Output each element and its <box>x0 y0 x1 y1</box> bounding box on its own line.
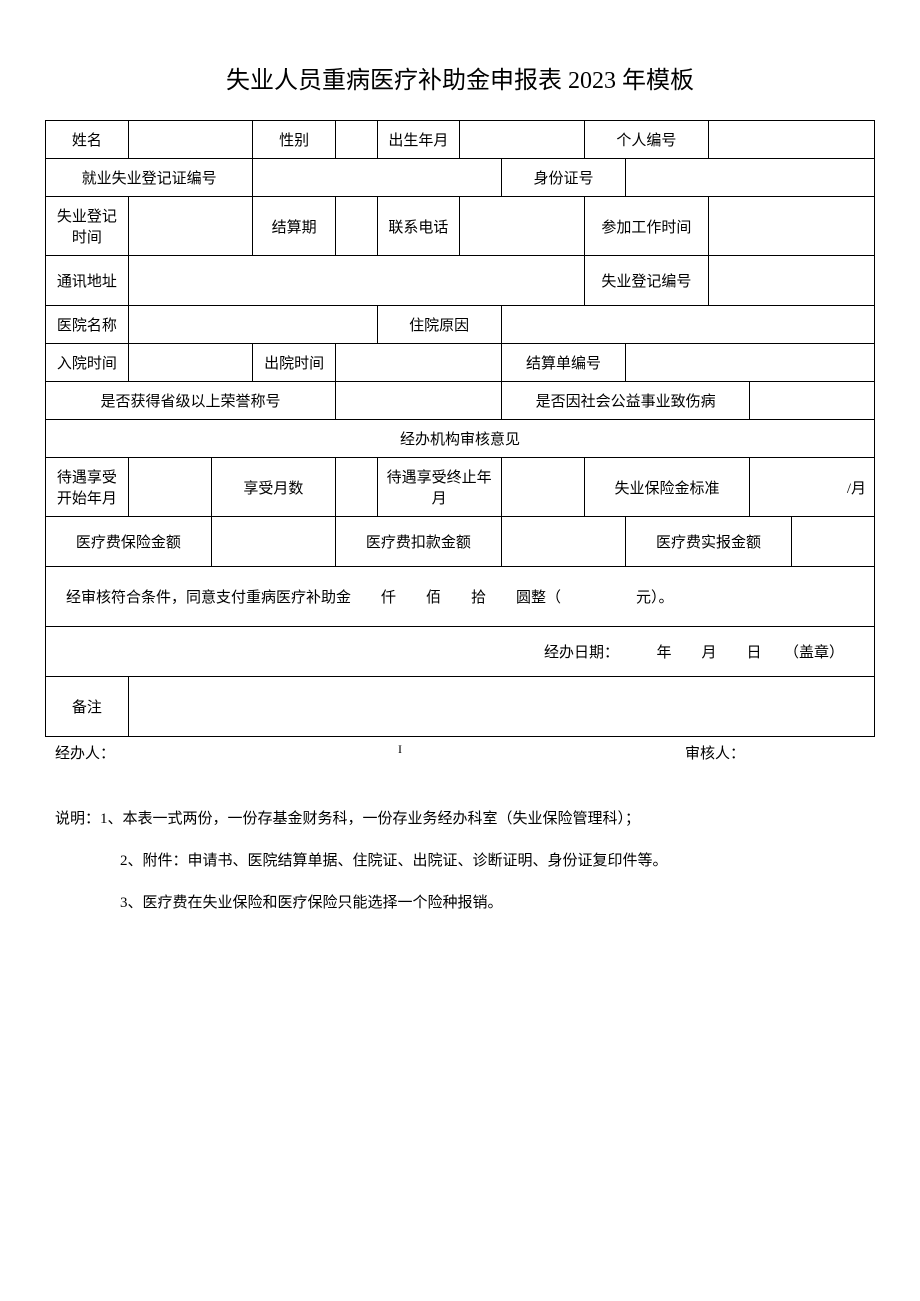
row-admit: 入院时间 出院时间 结算单编号 <box>46 344 875 382</box>
standard-label: 失业保险金标准 <box>584 458 750 517</box>
benefit-start-value[interactable] <box>128 458 211 517</box>
unemp-reg-time-label: 失业登记时间 <box>46 197 129 256</box>
signature-row: 经办人： I 审核人： <box>45 742 875 763</box>
benefit-end-value[interactable] <box>501 458 584 517</box>
row-reg-id: 就业失业登记证编号 身份证号 <box>46 159 875 197</box>
row-basic-info: 姓名 性别 出生年月 个人编号 <box>46 121 875 159</box>
remark-value[interactable] <box>128 677 874 737</box>
discharge-time-label: 出院时间 <box>253 344 336 382</box>
admit-reason-label: 住院原因 <box>377 306 501 344</box>
gender-value[interactable] <box>336 121 377 159</box>
approval-text: 经审核符合条件，同意支付重病医疗补助金 仟 佰 拾 圆整（ 元）。 <box>46 567 875 627</box>
row-address: 通讯地址 失业登记编号 <box>46 256 875 306</box>
page-marker: I <box>398 742 402 763</box>
insurance-amt-value[interactable] <box>211 517 335 567</box>
id-no-value[interactable] <box>626 159 875 197</box>
settle-no-label: 结算单编号 <box>501 344 625 382</box>
settle-no-value[interactable] <box>626 344 875 382</box>
unemp-reg-time-value[interactable] <box>128 197 252 256</box>
note-line-3: 3、医疗费在失业保险和医疗保险只能选择一个险种报销。 <box>55 882 875 924</box>
standard-value[interactable]: /月 <box>750 458 875 517</box>
id-no-label: 身份证号 <box>501 159 625 197</box>
row-hospital: 医院名称 住院原因 <box>46 306 875 344</box>
injury-value[interactable] <box>750 382 875 420</box>
admit-reason-value[interactable] <box>501 306 874 344</box>
row-benefit: 待遇享受开始年月 享受月数 待遇享受终止年月 失业保险金标准 /月 <box>46 458 875 517</box>
note-line-1: 说明：1、本表一式两份，一份存基金财务科，一份存业务经办科室（失业保险管理科）； <box>55 798 875 840</box>
note-line-2: 2、附件：申请书、医院结算单据、住院证、出院证、诊断证明、身份证复印件等。 <box>55 840 875 882</box>
application-form-table: 姓名 性别 出生年月 个人编号 就业失业登记证编号 身份证号 失业登记时间 结算… <box>45 120 875 737</box>
address-value[interactable] <box>128 256 584 306</box>
row-review-header: 经办机构审核意见 <box>46 420 875 458</box>
review-header: 经办机构审核意见 <box>46 420 875 458</box>
personal-id-value[interactable] <box>709 121 875 159</box>
honor-value[interactable] <box>336 382 502 420</box>
reg-no-value[interactable] <box>253 159 502 197</box>
remark-label: 备注 <box>46 677 129 737</box>
name-label: 姓名 <box>46 121 129 159</box>
months-label: 享受月数 <box>211 458 335 517</box>
reviewer-label: 审核人： <box>685 742 865 763</box>
row-remark: 备注 <box>46 677 875 737</box>
deduct-amt-label: 医疗费扣款金额 <box>336 517 502 567</box>
row-medical-fees: 医疗费保险金额 医疗费扣款金额 医疗费实报金额 <box>46 517 875 567</box>
deduct-amt-value[interactable] <box>501 517 625 567</box>
months-value[interactable] <box>336 458 377 517</box>
page-title: 失业人员重病医疗补助金申报表 2023 年模板 <box>45 60 875 95</box>
row-approval: 经审核符合条件，同意支付重病医疗补助金 仟 佰 拾 圆整（ 元）。 <box>46 567 875 627</box>
settle-period-value[interactable] <box>336 197 377 256</box>
notes-section: 说明：1、本表一式两份，一份存基金财务科，一份存业务经办科室（失业保险管理科）；… <box>45 798 875 924</box>
birth-label: 出生年月 <box>377 121 460 159</box>
phone-value[interactable] <box>460 197 584 256</box>
unemp-reg-no-value[interactable] <box>709 256 875 306</box>
row-unemp-time: 失业登记时间 结算期 联系电话 参加工作时间 <box>46 197 875 256</box>
phone-label: 联系电话 <box>377 197 460 256</box>
insurance-amt-label: 医疗费保险金额 <box>46 517 212 567</box>
date-text: 经办日期： 年 月 日 （盖章） <box>46 627 875 677</box>
unemp-reg-no-label: 失业登记编号 <box>584 256 708 306</box>
row-date: 经办日期： 年 月 日 （盖章） <box>46 627 875 677</box>
birth-value[interactable] <box>460 121 584 159</box>
row-honor-injury: 是否获得省级以上荣誉称号 是否因社会公益事业致伤病 <box>46 382 875 420</box>
settle-period-label: 结算期 <box>253 197 336 256</box>
reg-no-label: 就业失业登记证编号 <box>46 159 253 197</box>
benefit-start-label: 待遇享受开始年月 <box>46 458 129 517</box>
benefit-end-label: 待遇享受终止年月 <box>377 458 501 517</box>
discharge-time-value[interactable] <box>336 344 502 382</box>
actual-amt-label: 医疗费实报金额 <box>626 517 792 567</box>
honor-label: 是否获得省级以上荣誉称号 <box>46 382 336 420</box>
work-start-label: 参加工作时间 <box>584 197 708 256</box>
handler-label: 经办人： <box>55 742 115 763</box>
personal-id-label: 个人编号 <box>584 121 708 159</box>
gender-label: 性别 <box>253 121 336 159</box>
admit-time-value[interactable] <box>128 344 252 382</box>
hospital-value[interactable] <box>128 306 377 344</box>
hospital-label: 医院名称 <box>46 306 129 344</box>
actual-amt-value[interactable] <box>791 517 874 567</box>
work-start-value[interactable] <box>709 197 875 256</box>
injury-label: 是否因社会公益事业致伤病 <box>501 382 750 420</box>
address-label: 通讯地址 <box>46 256 129 306</box>
name-value[interactable] <box>128 121 252 159</box>
admit-time-label: 入院时间 <box>46 344 129 382</box>
